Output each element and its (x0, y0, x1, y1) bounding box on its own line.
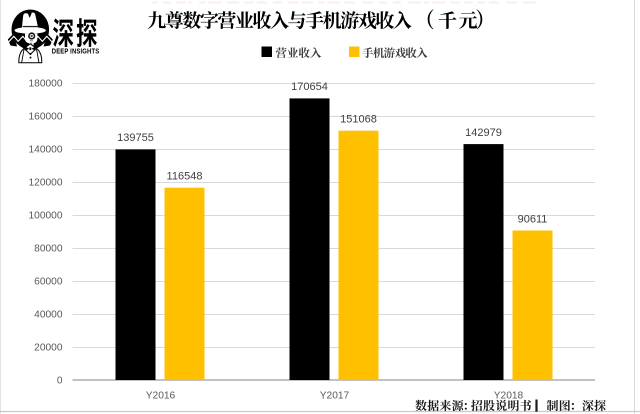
svg-text:100000: 100000 (29, 211, 63, 222)
svg-text:142979: 142979 (465, 127, 502, 139)
svg-text:151068: 151068 (340, 114, 377, 126)
svg-text:140000: 140000 (29, 145, 63, 156)
svg-text:139755: 139755 (117, 132, 154, 144)
svg-text:40000: 40000 (34, 310, 63, 321)
svg-text:120000: 120000 (29, 178, 63, 189)
svg-text:DEEP INSIGHTS: DEEP INSIGHTS (52, 47, 100, 56)
svg-text:Y2017: Y2017 (320, 390, 350, 401)
svg-text:180000: 180000 (29, 79, 63, 90)
svg-text:90611: 90611 (518, 213, 548, 225)
svg-text:0: 0 (57, 376, 63, 387)
svg-text:116548: 116548 (167, 171, 203, 183)
svg-text:60000: 60000 (34, 277, 63, 288)
svg-text:Y2018: Y2018 (494, 390, 524, 401)
svg-text:80000: 80000 (34, 244, 63, 255)
svg-text:Y2016: Y2016 (146, 390, 176, 401)
svg-text:160000: 160000 (29, 112, 63, 123)
svg-text:170654: 170654 (291, 81, 328, 93)
svg-text:20000: 20000 (34, 343, 63, 354)
